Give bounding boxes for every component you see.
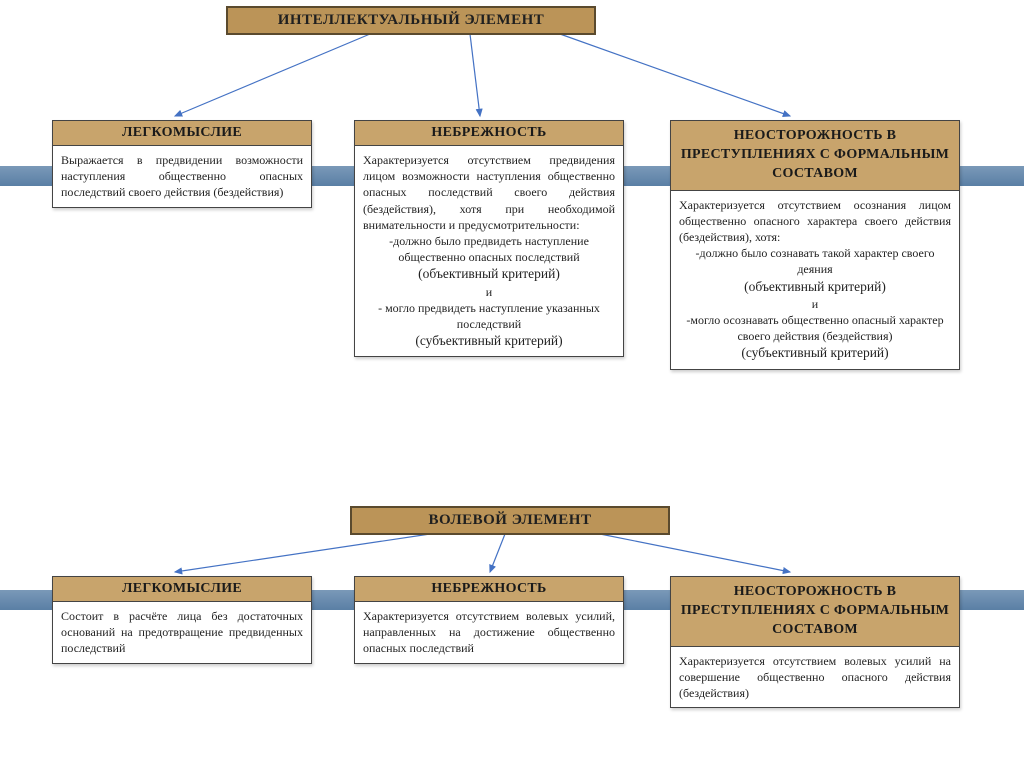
s2-col1: ЛЕГКОМЫСЛИЕ Состоит в расчёте лица без д… [52, 576, 312, 664]
section1-header: ИНТЕЛЛЕКТУАЛЬНЫЙ ЭЛЕМЕНТ [226, 6, 596, 35]
s2-col1-title: ЛЕГКОМЫСЛИЕ [53, 577, 311, 602]
s2-col3: НЕОСТОРОЖНОСТЬ В ПРЕСТУПЛЕНИЯХ С ФОРМАЛЬ… [670, 576, 960, 708]
s2-col3-title: НЕОСТОРОЖНОСТЬ В ПРЕСТУПЛЕНИЯХ С ФОРМАЛЬ… [671, 577, 959, 647]
s2-col3-body: Характеризуется отсутствием волевых усил… [671, 647, 959, 708]
s2-col1-body: Состоит в расчёте лица без достаточных о… [53, 602, 311, 663]
s2-col2-title: НЕБРЕЖНОСТЬ [355, 577, 623, 602]
s2-col2: НЕБРЕЖНОСТЬ Характеризуется отсутствием … [354, 576, 624, 664]
section2-header: ВОЛЕВОЙ ЭЛЕМЕНТ [350, 506, 670, 535]
s2-col2-body: Характеризуется отсутствием волевых усил… [355, 602, 623, 663]
